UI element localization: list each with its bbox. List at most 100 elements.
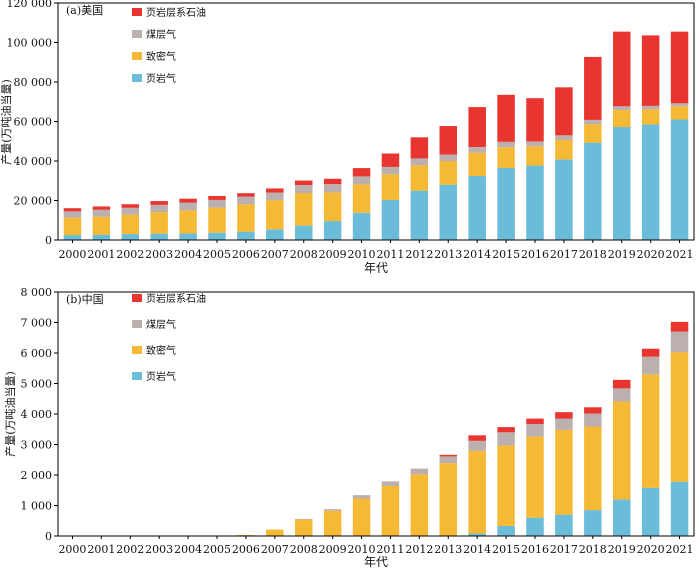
bar-segment (612, 379, 631, 389)
legend-label: 致密气 (146, 50, 176, 63)
bar-segment (584, 426, 602, 511)
panel-label: (a)美国 (66, 4, 103, 17)
bar-segment (555, 87, 573, 136)
bar-segment (439, 161, 458, 185)
bar-segment (92, 209, 111, 217)
x-tick-label: 2018 (579, 248, 607, 261)
x-tick-label: 2004 (174, 248, 202, 261)
x-tick-label: 2017 (550, 543, 578, 556)
x-tick-label: 2015 (492, 248, 520, 261)
bar-segment (670, 103, 689, 107)
bar-segment (526, 98, 544, 142)
bar-segment (612, 401, 631, 500)
bar-segment (381, 199, 400, 240)
x-tick-label: 2007 (261, 543, 289, 556)
bar-segment (584, 142, 602, 240)
bar-segment (150, 212, 168, 234)
bar-segment (150, 201, 168, 205)
bar-segment (612, 31, 631, 107)
bar-segment (468, 176, 486, 240)
bar-segment (468, 146, 486, 153)
legend-label: 页岩气 (146, 370, 176, 383)
bar-segment (584, 510, 602, 536)
x-tick-label: 2000 (58, 248, 86, 261)
x-tick-label: 2016 (521, 248, 549, 261)
bar-segment (352, 212, 371, 240)
bar-segment (179, 210, 197, 234)
bar-segment (526, 436, 544, 518)
bar-segment (237, 193, 255, 197)
bar-segment (439, 126, 458, 155)
bar-segment (294, 518, 313, 520)
bar-segment (468, 435, 486, 441)
bar-segment (92, 234, 111, 240)
y-axis-label: 产量(万吨油当量) (3, 371, 17, 457)
bar-segment (497, 427, 515, 433)
plot-frame (57, 291, 695, 537)
x-tick-label: 2006 (232, 248, 260, 261)
legend-swatch (132, 294, 142, 302)
x-tick-label: 2019 (608, 543, 636, 556)
bar-segment (381, 153, 400, 167)
bar-segment (468, 440, 486, 451)
x-tick-label: 2001 (87, 248, 115, 261)
y-tick-label: 4 000 (21, 408, 53, 421)
bar-segment (555, 412, 573, 419)
bar-segment (468, 152, 486, 177)
bar-segment (612, 388, 631, 402)
bar-segment (584, 413, 602, 427)
bar-segment (323, 509, 342, 511)
chart-panel-china: 2000 2001 2002 2003 2004 2005 2006 2007 2008 2009… (3, 286, 695, 568)
x-tick-label: 2018 (579, 543, 607, 556)
bar-segment (410, 165, 429, 191)
bar-segment (208, 195, 226, 200)
y-tick-label: 60 000 (14, 116, 53, 129)
bar-segment (266, 200, 284, 230)
bar-segment (63, 217, 82, 236)
bar-segment (497, 432, 515, 446)
bar-segment (92, 206, 111, 210)
bar-segment (526, 424, 544, 437)
x-tick-label: 2008 (290, 248, 318, 261)
y-tick-label: 40 000 (14, 155, 53, 168)
x-tick-label: 2013 (434, 248, 462, 261)
legend-label: 煤层气 (146, 318, 176, 331)
bar-segment (63, 235, 82, 240)
bar-segment (439, 184, 458, 240)
bar-segment (381, 174, 400, 200)
x-tick-label: 2003 (145, 248, 173, 261)
bar-segment (63, 208, 82, 212)
x-tick-label: 2019 (608, 248, 636, 261)
bar-segment (641, 35, 660, 106)
bar-segment (670, 481, 689, 536)
bar-segment (410, 158, 429, 166)
chart-panel-us: 2000 2001 2002 2003 2004 2005 2006 2007 2008 2009… (0, 0, 695, 275)
bar-segment (612, 499, 631, 536)
bar-segment (150, 233, 168, 240)
bar-segment (63, 211, 82, 218)
bar-segment (612, 127, 631, 240)
x-tick-label: 2010 (348, 248, 376, 261)
y-tick-label: 0 (45, 530, 52, 543)
x-tick-label: 2020 (637, 248, 665, 261)
y-tick-label: 80 000 (14, 76, 53, 89)
legend-swatch (132, 30, 142, 38)
x-tick-label: 2008 (290, 543, 318, 556)
x-tick-label: 2009 (319, 248, 347, 261)
legend-swatch (132, 74, 142, 82)
bar-segment (641, 356, 660, 375)
legend-label: 页岩层系石油 (146, 292, 206, 305)
bar-segment (468, 533, 486, 536)
x-tick-label: 2005 (203, 543, 231, 556)
bar-segment (121, 234, 140, 240)
x-tick-label: 2017 (550, 248, 578, 261)
bar-segment (555, 159, 573, 240)
legend-label: 煤层气 (146, 28, 176, 41)
y-tick-label: 7 000 (21, 317, 53, 330)
bar-segment (323, 221, 342, 240)
bar-segment (323, 192, 342, 222)
bar-segment (612, 110, 631, 128)
bar-segment (526, 165, 544, 240)
x-tick-label: 2005 (203, 248, 231, 261)
x-tick-label: 2002 (116, 248, 144, 261)
